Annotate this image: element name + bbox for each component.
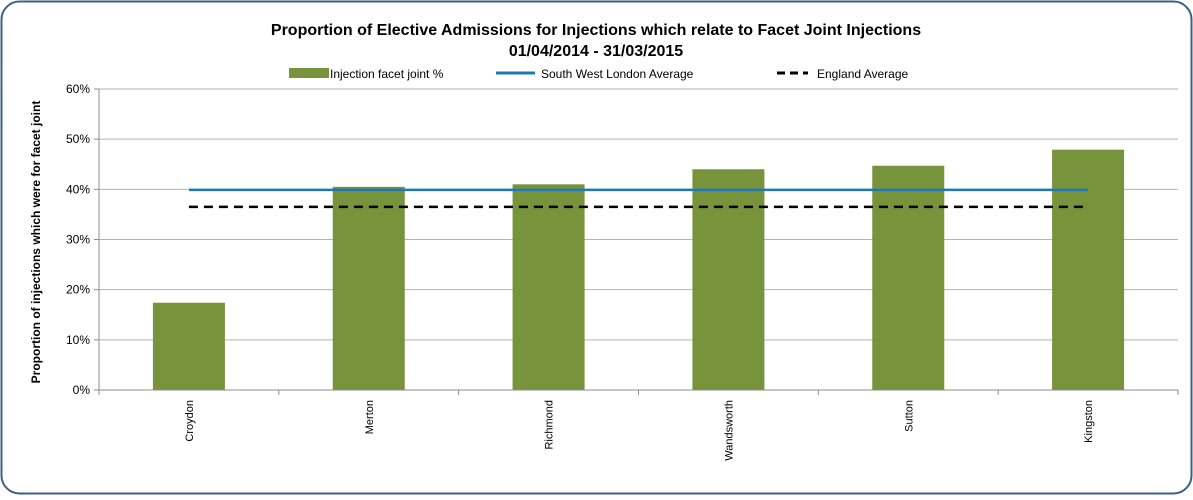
bar-wandsworth <box>692 169 765 390</box>
y-axis-label: Proportion of injections which were for … <box>29 101 43 384</box>
x-tick-label: Kingston <box>1083 400 1095 443</box>
bar-richmond <box>512 184 585 390</box>
chart-title: Proportion of Elective Admissions for In… <box>271 22 921 39</box>
legend-swatch-bar <box>289 68 329 78</box>
legend-label-swl-average: South West London Average <box>541 67 694 81</box>
x-tick-label: Wandsworth <box>723 400 735 461</box>
bar-merton <box>332 186 405 390</box>
x-tick-label: Merton <box>364 400 376 434</box>
plot-axes: 0% 10% 20% 30% 40% 50% 60% Croydon Merton Richmon… <box>66 82 1179 461</box>
y-tick-label: 50% <box>66 132 90 146</box>
x-tick-label: Richmond <box>544 400 556 450</box>
bar-kingston <box>1052 149 1125 390</box>
bar-sutton <box>872 165 945 390</box>
plot-bars <box>152 149 1125 390</box>
legend-label-bar: Injection facet joint % <box>330 67 444 81</box>
y-tick-label: 10% <box>66 333 90 347</box>
bar-croydon <box>152 302 225 390</box>
y-tick-label: 60% <box>66 82 90 96</box>
y-tick-label: 30% <box>66 233 90 247</box>
y-tick-label: 0% <box>73 383 91 397</box>
chart-subtitle: 01/04/2014 - 31/03/2015 <box>509 43 683 60</box>
x-tick-label: Croydon <box>184 400 196 442</box>
x-tick-label: Sutton <box>903 400 915 432</box>
legend-label-england-average: England Average <box>817 67 909 81</box>
legend: Injection facet joint % South West Londo… <box>289 67 909 81</box>
y-tick-label: 20% <box>66 283 90 297</box>
plot-lines <box>188 188 1089 209</box>
y-tick-label: 40% <box>66 182 90 196</box>
